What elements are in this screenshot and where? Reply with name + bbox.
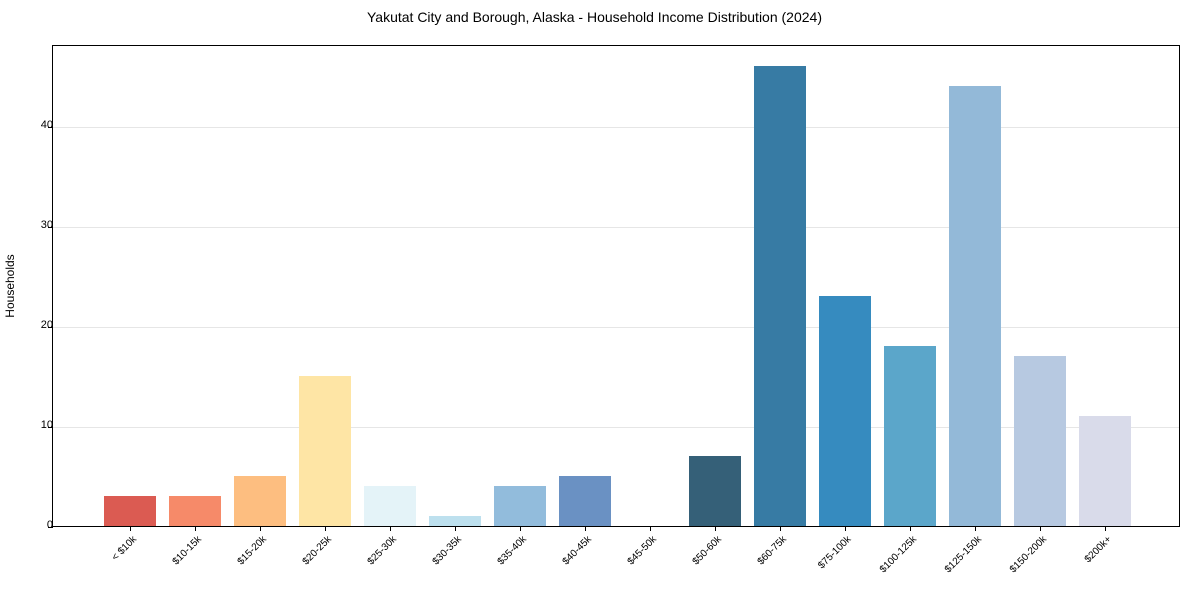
y-axis-label: Households [3, 254, 17, 318]
x-tick-label: $10-15k [170, 534, 204, 568]
x-tick-label: $25-30k [365, 534, 399, 568]
x-tick-label: $40-45k [560, 534, 594, 568]
x-tick-label: $50-60k [690, 534, 724, 568]
x-tick-label: $100-125k [877, 534, 920, 576]
bar [819, 296, 871, 526]
y-tick-label: 0 [46, 519, 53, 531]
x-tick [585, 526, 586, 531]
y-tick [48, 227, 53, 228]
x-tick [325, 526, 326, 531]
bar [754, 66, 806, 526]
x-tick [455, 526, 456, 531]
y-tick-label: 20 [40, 319, 53, 331]
y-tick [48, 427, 53, 428]
x-tick-label: $75-100k [816, 534, 854, 572]
bar [559, 476, 611, 526]
x-tick [520, 526, 521, 531]
x-tick [910, 526, 911, 531]
bar [1079, 416, 1131, 526]
gridline [53, 127, 1179, 128]
x-tick-label: $15-20k [235, 534, 269, 568]
bar [884, 346, 936, 526]
x-tick-label: $60-75k [755, 534, 789, 568]
gridline [53, 427, 1179, 428]
bar [429, 516, 481, 526]
bar [949, 86, 1001, 526]
bar [104, 496, 156, 526]
bar [1014, 356, 1066, 526]
bar [299, 376, 351, 526]
x-tick-label: $20-25k [300, 534, 334, 568]
x-tick-label: $35-40k [495, 534, 529, 568]
x-tick-label: $200k+ [1082, 534, 1114, 566]
x-tick [780, 526, 781, 531]
y-tick-label: 10 [40, 419, 53, 431]
x-tick-label: $150-200k [1007, 534, 1050, 576]
bar [234, 476, 286, 526]
x-tick-label: < $10k [109, 534, 140, 564]
bar [689, 456, 741, 526]
x-tick [975, 526, 976, 531]
y-tick [48, 327, 53, 328]
x-tick [1040, 526, 1041, 531]
plot-area [48, 45, 1180, 531]
x-tick [650, 526, 651, 531]
x-tick-label: $30-35k [430, 534, 464, 568]
y-tick [48, 527, 53, 528]
x-tick [390, 526, 391, 531]
bar [364, 486, 416, 526]
x-tick [195, 526, 196, 531]
gridline [53, 327, 1179, 328]
chart-title: Yakutat City and Borough, Alaska - House… [367, 9, 822, 25]
x-tick-label: $45-50k [625, 534, 659, 568]
x-tick [1105, 526, 1106, 531]
bar [169, 496, 221, 526]
x-tick [845, 526, 846, 531]
gridline [53, 227, 1179, 228]
x-tick [260, 526, 261, 531]
x-tick [715, 526, 716, 531]
x-tick-label: $125-150k [942, 534, 985, 576]
x-tick [130, 526, 131, 531]
y-tick [48, 127, 53, 128]
bar [494, 486, 546, 526]
y-tick-label: 30 [40, 219, 53, 231]
y-tick-label: 40 [40, 119, 53, 131]
